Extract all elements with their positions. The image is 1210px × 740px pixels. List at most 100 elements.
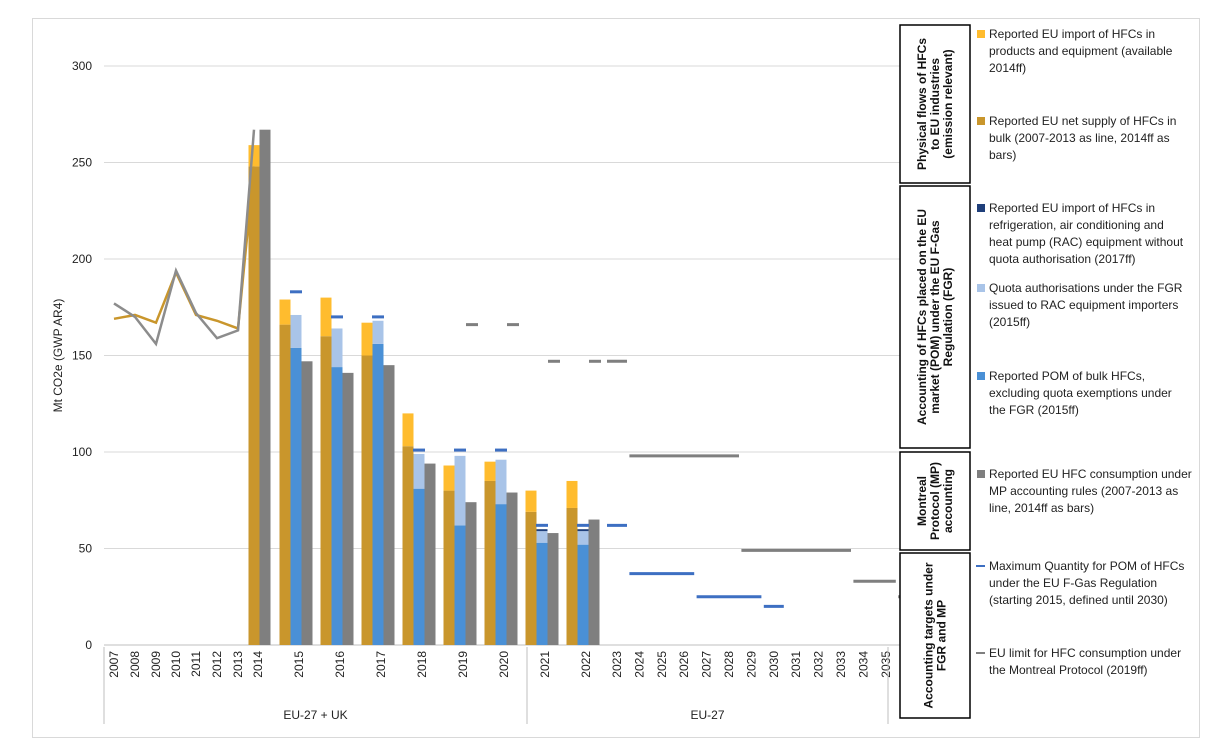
bar-import-in-products [248, 145, 260, 167]
legend-marker [977, 30, 985, 38]
x-tick-label: 2020 [497, 651, 511, 678]
chart-frame [32, 18, 1200, 738]
legend-group-title: FGR and MP [935, 600, 949, 671]
bar-mp-consumption [342, 372, 354, 645]
y-tick-label: 200 [72, 252, 92, 266]
line-mp-consumption [113, 129, 256, 347]
x-tick-label: 2031 [789, 651, 803, 678]
x-tick-label: 2032 [812, 651, 826, 678]
legend-item-text: Maximum Quantity for POM of HFCs [989, 559, 1184, 573]
legend-item-text: Reported EU import of HFCs in [989, 27, 1155, 41]
x-tick-label: 2016 [333, 651, 347, 678]
legend-group-title: Physical flows of HFCs [915, 38, 929, 170]
legend-item-text: 2014ff) [989, 61, 1026, 75]
line-net-supply [113, 166, 256, 331]
legend-item-text: EU limit for HFC consumption under [989, 646, 1181, 660]
x-tick-label: 2029 [744, 651, 758, 678]
x-tick-label: 2023 [610, 651, 624, 678]
bar-import-in-products [525, 490, 537, 512]
region-label: EU-27 + UK [283, 708, 347, 722]
legend-item-text: (starting 2015, defined until 2030) [989, 593, 1168, 607]
bar-import-rac [536, 529, 548, 532]
bar-net-supply [279, 324, 291, 645]
x-tick-label: 2035 [879, 651, 893, 678]
bar-quota-authorisations [290, 314, 302, 348]
legend-marker [977, 204, 985, 212]
legend-group-title: Regulation (FGR) [941, 268, 955, 367]
x-tick-label: 2018 [415, 651, 429, 678]
bar-import-in-products [402, 413, 414, 447]
x-tick-label: 2019 [456, 651, 470, 678]
x-tick-label: 2024 [632, 651, 646, 678]
legend-group-title: Protocol (MP) [928, 462, 942, 540]
legend-item-text: excluding quota exemptions under [989, 386, 1172, 400]
x-tick-label: 2013 [231, 651, 245, 678]
x-tick-label: 2025 [655, 651, 669, 678]
bar-net-supply [525, 511, 537, 645]
legend-item-text: MP accounting rules (2007-2013 as [989, 484, 1178, 498]
legend-group-title: market (POM) under the EU F-Gas [928, 220, 942, 414]
x-tick-label: 2010 [169, 651, 183, 678]
bar-pom-bulk [454, 525, 466, 645]
y-tick-label: 0 [85, 638, 92, 652]
bar-import-in-products [443, 465, 455, 491]
bar-net-supply [402, 446, 414, 645]
legend-group-box [899, 552, 971, 719]
x-tick-label: 2011 [189, 651, 203, 677]
bar-import-in-products [484, 461, 496, 481]
x-tick-label: 2022 [579, 651, 593, 678]
legend-item-text: Quota authorisations under the FGR [989, 281, 1183, 295]
legend-group-title: Accounting targets under [922, 562, 936, 708]
x-tick-label: 2017 [374, 651, 388, 678]
bar-mp-consumption [301, 361, 313, 645]
bar-mp-consumption [383, 365, 395, 645]
bar-mp-consumption [588, 519, 600, 645]
bar-quota-authorisations [536, 531, 548, 543]
legend-marker [977, 372, 985, 380]
bar-mp-consumption [259, 129, 271, 645]
y-axis-title: Mt CO2e (GWP AR4) [51, 299, 65, 413]
legend-item-text: under the EU F-Gas Regulation [989, 576, 1157, 590]
x-tick-label: 2033 [834, 651, 848, 678]
bar-pom-bulk [577, 544, 589, 645]
y-tick-label: 250 [72, 156, 92, 170]
legend-group-title: Accounting of HFCs placed on the EU [915, 209, 929, 425]
bar-pom-bulk [372, 343, 384, 645]
legend-item-text: Reported EU import of HFCs in [989, 201, 1155, 215]
legend-item-text: the FGR (2015ff) [989, 403, 1079, 417]
bar-mp-consumption [547, 533, 559, 645]
y-tick-label: 100 [72, 445, 92, 459]
bar-net-supply [484, 480, 496, 645]
region-label: EU-27 [690, 708, 724, 722]
x-tick-label: 2030 [767, 651, 781, 678]
y-tick-label: 50 [79, 542, 93, 556]
legend-item-text: (2015ff) [989, 315, 1030, 329]
bar-pom-bulk [536, 542, 548, 645]
bar-quota-authorisations [454, 455, 466, 526]
x-tick-label: 2014 [251, 651, 265, 678]
legend-marker [977, 117, 985, 125]
x-tick-label: 2015 [292, 651, 306, 678]
legend-item-text: heat pump (RAC) equipment without [989, 235, 1184, 249]
bar-pom-bulk [413, 488, 425, 645]
legend-item-text: quota authorisation (2017ff) [989, 252, 1136, 266]
x-tick-label: 2009 [149, 651, 163, 678]
bar-mp-consumption [506, 492, 518, 645]
bar-pom-bulk [290, 347, 302, 645]
legend-item-text: bulk (2007-2013 as line, 2014ff as [989, 131, 1170, 145]
bar-quota-authorisations [413, 453, 425, 489]
bar-net-supply [320, 336, 332, 645]
x-tick-label: 2008 [128, 651, 142, 678]
legend-group-title: accounting [941, 469, 955, 533]
legend-group-title: to EU industries [928, 58, 942, 150]
y-tick-label: 300 [72, 59, 92, 73]
bar-import-in-products [279, 299, 291, 325]
legend-item-text: issued to RAC equipment importers [989, 298, 1178, 312]
x-tick-label: 2027 [700, 651, 714, 678]
x-tick-label: 2026 [677, 651, 691, 678]
bar-mp-consumption [424, 463, 436, 645]
bar-import-in-products [566, 480, 578, 508]
bar-mp-consumption [465, 502, 477, 645]
legend-item-text: Reported EU net supply of HFCs in [989, 114, 1176, 128]
